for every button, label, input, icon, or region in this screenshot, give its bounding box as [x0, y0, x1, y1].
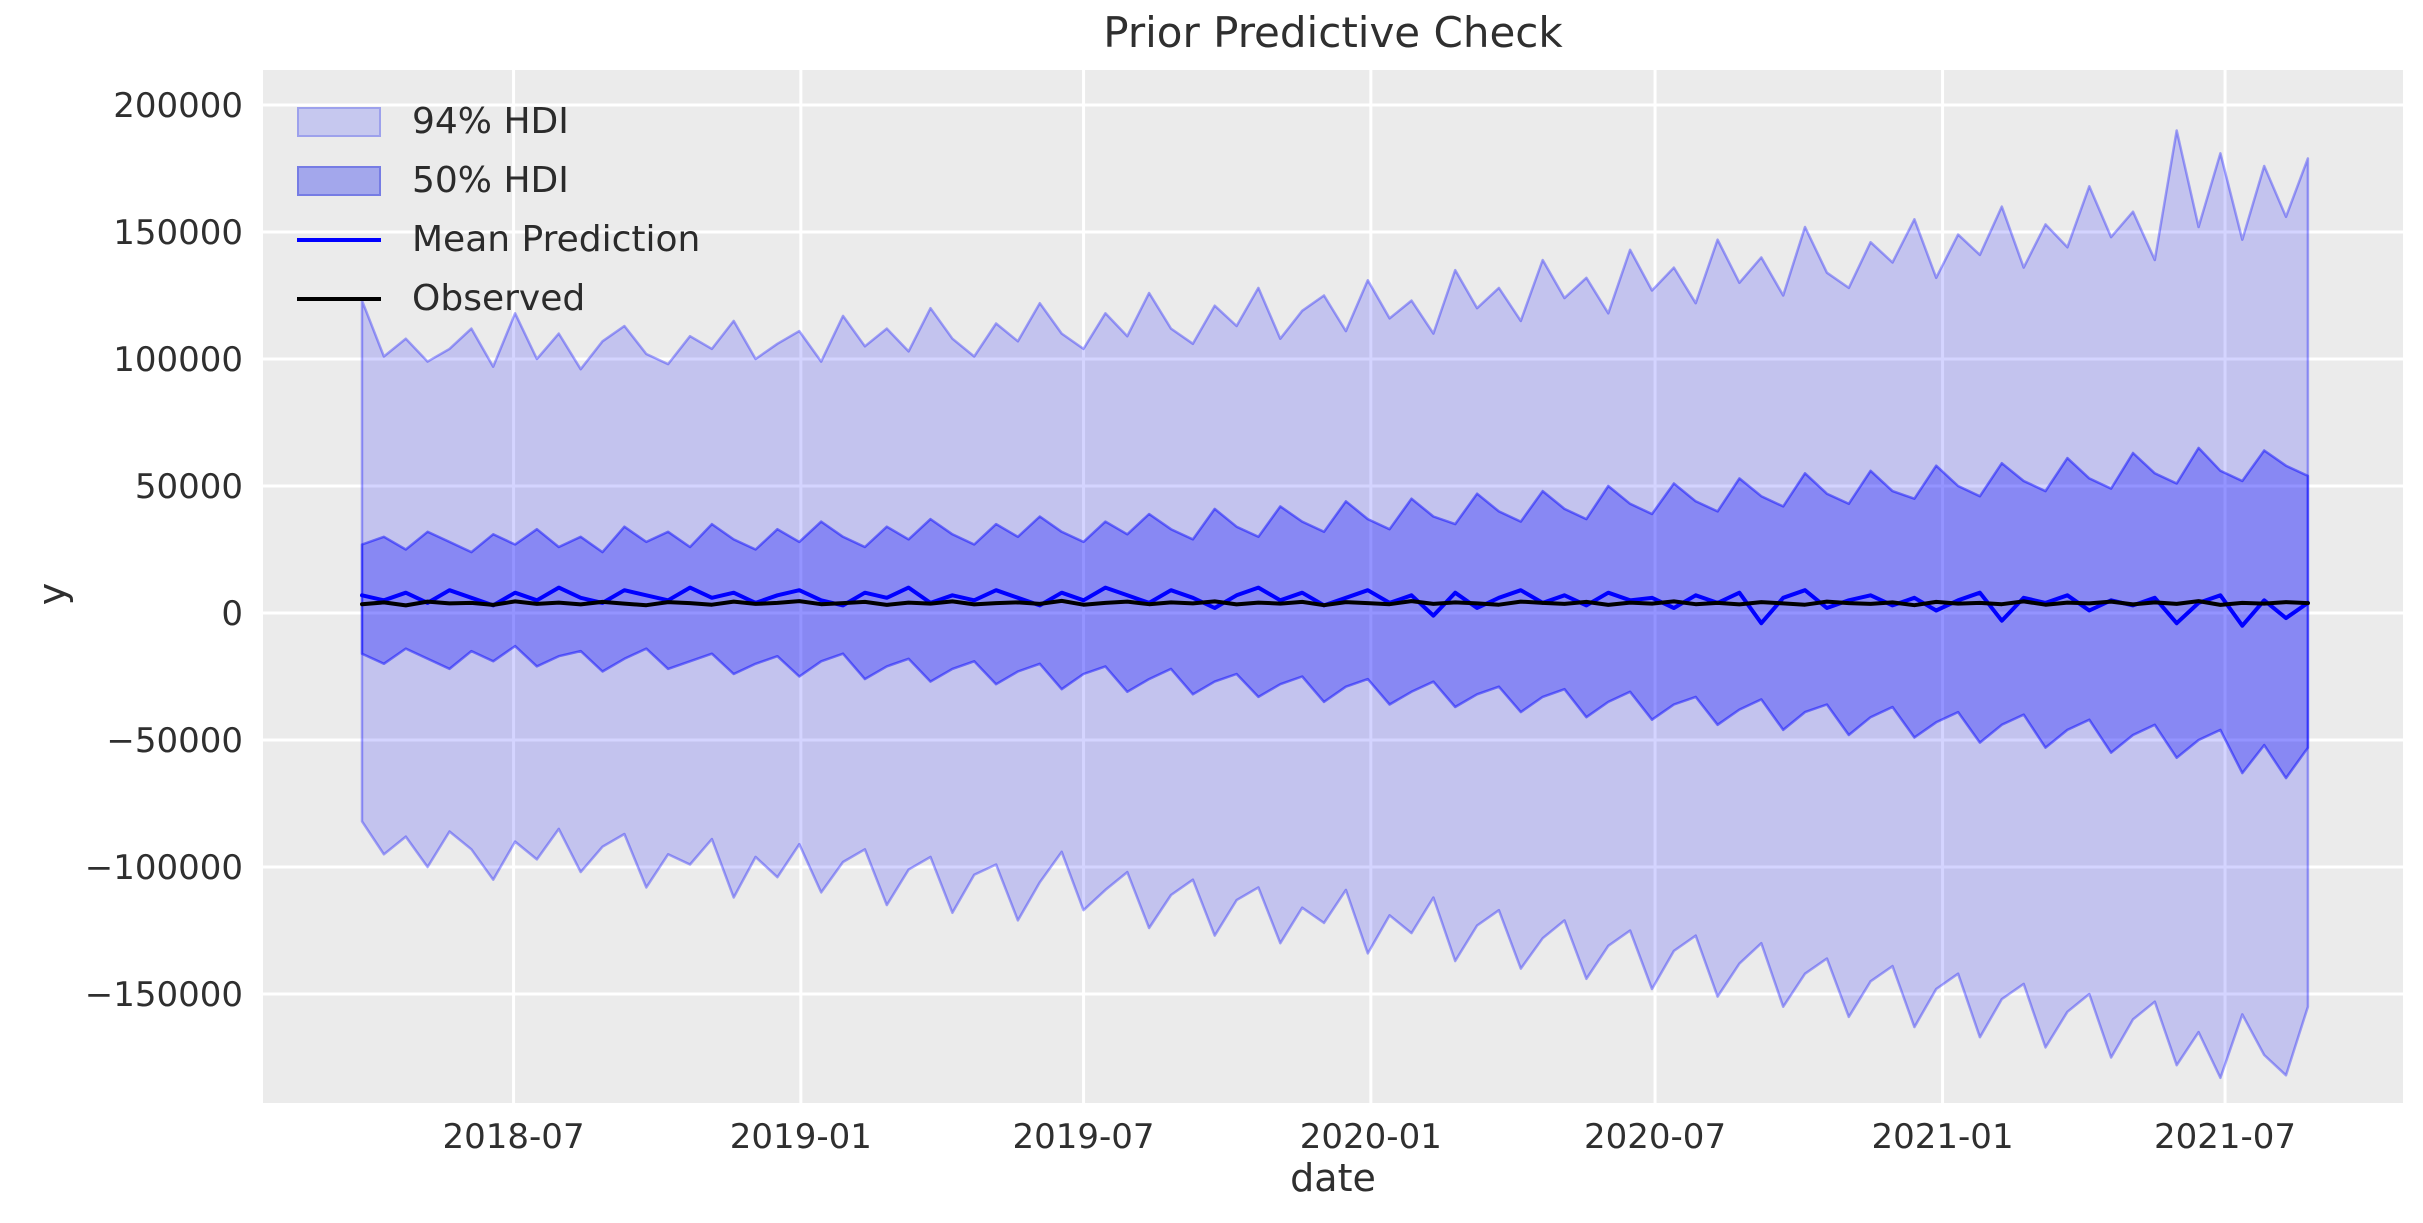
legend-label-observed: Observed	[412, 278, 586, 319]
legend: 94% HDI 50% HDI Mean Prediction Observed	[297, 92, 700, 328]
hdi50-patch-icon	[297, 165, 381, 196]
y-tick-label: 150000	[113, 213, 243, 253]
mean-line-icon	[297, 237, 381, 242]
legend-label-mean: Mean Prediction	[412, 219, 701, 260]
mean-prediction-line	[360, 585, 2310, 628]
chart-title: Prior Predictive Check	[1103, 8, 1563, 57]
observed-line	[360, 598, 2310, 608]
legend-label-50-hdi: 50% HDI	[412, 160, 569, 201]
x-tick-label: 2021-07	[2154, 1117, 2296, 1157]
legend-item-94-hdi: 94% HDI	[297, 92, 700, 151]
y-tick-label: −50000	[106, 721, 243, 761]
hdi-50-band	[360, 446, 2310, 780]
observed-line-icon	[297, 296, 381, 301]
x-tick-label: 2019-07	[1013, 1117, 1155, 1157]
plot-area	[263, 70, 2403, 1103]
hdi94-patch-icon	[297, 106, 381, 137]
x-tick-label: 2020-07	[1584, 1117, 1726, 1157]
y-tick-label: 200000	[113, 86, 243, 126]
x-tick-label: 2018-07	[443, 1117, 585, 1157]
y-tick-label: 100000	[113, 340, 243, 380]
y-tick-label: 50000	[135, 467, 243, 507]
legend-item-observed: Observed	[297, 269, 700, 328]
x-tick-label: 2021-01	[1872, 1117, 2014, 1157]
x-tick-label: 2020-01	[1300, 1117, 1442, 1157]
x-tick-label: 2019-01	[730, 1117, 872, 1157]
y-axis-label: y	[30, 582, 74, 606]
legend-item-50-hdi: 50% HDI	[297, 151, 700, 210]
y-tick-label: −150000	[85, 975, 243, 1015]
y-tick-label: 0	[221, 594, 243, 634]
legend-item-mean: Mean Prediction	[297, 210, 700, 269]
y-tick-label: −100000	[85, 848, 243, 888]
x-axis-label: date	[1290, 1156, 1376, 1200]
legend-label-94-hdi: 94% HDI	[412, 101, 569, 142]
